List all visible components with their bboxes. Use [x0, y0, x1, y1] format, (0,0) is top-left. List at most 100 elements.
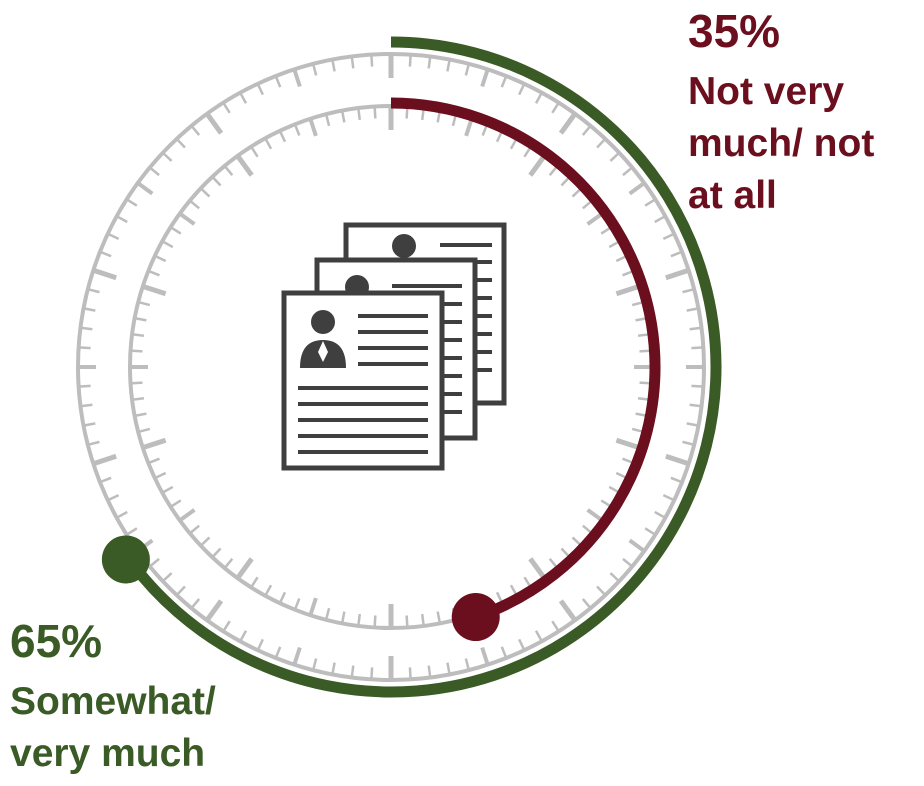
dial-tick: [99, 476, 112, 484]
dial-tick: [161, 151, 173, 162]
dial-tick: [142, 437, 167, 451]
dial-tick: [274, 646, 282, 659]
dial-tick: [293, 598, 301, 611]
dial-tick: [665, 453, 690, 467]
dial-tick: [264, 137, 273, 150]
dial-tick: [408, 667, 412, 680]
dial-tick: [189, 524, 200, 535]
value-label-somewhat: 65%: [10, 615, 103, 667]
dial-tick: [373, 106, 377, 119]
dial-tick: [239, 630, 248, 642]
dial-tick: [131, 396, 145, 401]
category-label-line: much/ not: [688, 122, 875, 165]
dial-tick: [147, 269, 160, 277]
dial-tick: [581, 598, 592, 609]
dial-tick: [691, 384, 704, 388]
dial-tick: [92, 453, 117, 467]
dial-tick: [357, 107, 362, 121]
dial-tick: [464, 658, 471, 671]
dial-tick: [78, 384, 91, 388]
category-label-line: at all: [688, 174, 777, 217]
dial-tick: [534, 630, 543, 642]
dial-tick: [427, 665, 432, 678]
dial-tick: [331, 662, 336, 675]
dial-tick: [350, 56, 355, 69]
dial-tick: [154, 471, 167, 480]
dial-tick: [628, 181, 646, 196]
dial-tick: [99, 250, 112, 258]
label-not-very-much: 35% Not very much/ not at all: [688, 8, 920, 222]
arc-end-dot-not-very-much: [451, 593, 500, 642]
dial-tick: [134, 412, 147, 418]
dial-tick: [654, 510, 666, 519]
dial-tick: [518, 83, 526, 96]
dial-tick: [83, 422, 96, 427]
dial-tick: [518, 638, 526, 651]
dial-tick: [175, 585, 186, 597]
dial-tick: [644, 527, 656, 536]
arc-end-dot-somewhat: [101, 535, 150, 584]
dial-tick: [682, 287, 695, 294]
dial-tick: [199, 187, 211, 198]
dial-tick: [528, 557, 547, 580]
dial-tick: [222, 102, 231, 114]
dial-tick: [615, 437, 640, 451]
dial-tick: [340, 611, 346, 624]
dial-tick: [264, 584, 273, 597]
dial-tick: [586, 211, 604, 226]
dial-tick: [250, 145, 259, 158]
dial-tick: [500, 646, 508, 659]
dial-tick: [142, 283, 167, 297]
dial-tick: [446, 59, 451, 72]
dial-tick: [134, 316, 147, 322]
dial-tick: [78, 346, 91, 350]
dial-tick: [408, 54, 412, 67]
dial-tick: [169, 499, 182, 508]
dial-tick: [149, 166, 160, 177]
dial-tick: [446, 662, 451, 675]
dial-tick: [686, 307, 699, 312]
dial-tick: [622, 557, 633, 568]
dial-tick: [83, 307, 96, 312]
series-arcs: [101, 36, 722, 698]
dial-tick: [689, 403, 702, 408]
category-label-line: Somewhat/: [10, 680, 216, 723]
dial-tick: [357, 613, 362, 627]
category-label-somewhat: Somewhat/ very much: [10, 676, 330, 780]
dial-tick: [223, 165, 234, 176]
dial-tick: [256, 83, 264, 96]
dial-tick: [420, 613, 425, 627]
dial-tick: [161, 485, 174, 494]
dial-tick: [205, 599, 224, 622]
dial-tick: [136, 181, 154, 196]
dial-tick: [628, 538, 646, 553]
dial-tick: [256, 638, 264, 651]
dial-tick: [149, 557, 160, 568]
dial-tick: [161, 572, 173, 583]
dial-tick: [662, 232, 675, 240]
dial-tick: [370, 667, 374, 680]
dial-tick: [670, 250, 683, 258]
dial-tick: [331, 59, 336, 72]
dial-tick: [80, 326, 93, 331]
dial-tick: [670, 476, 683, 484]
dial-tick: [558, 599, 577, 622]
dial-tick: [311, 63, 318, 76]
dial-tick: [370, 54, 374, 67]
dial-tick: [615, 283, 640, 297]
dial-tick: [581, 125, 592, 136]
dial-tick: [609, 572, 621, 583]
dial-tick: [528, 154, 547, 177]
arc-somewhat-very-much: [123, 36, 722, 698]
dial-tick: [558, 112, 577, 135]
dial-tick: [427, 56, 432, 69]
dial-tick: [596, 137, 607, 149]
dial-tick: [622, 166, 633, 177]
dial-tick: [311, 658, 318, 671]
dial-tick: [686, 422, 699, 427]
dial-tick: [189, 199, 200, 210]
dial-tick: [324, 607, 331, 621]
dial-tick: [691, 346, 704, 350]
dial-tick: [211, 175, 222, 187]
dial-tick: [480, 646, 490, 666]
